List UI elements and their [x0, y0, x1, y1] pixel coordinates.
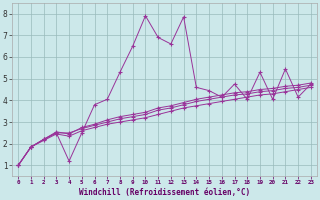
X-axis label: Windchill (Refroidissement éolien,°C): Windchill (Refroidissement éolien,°C) [79, 188, 250, 197]
